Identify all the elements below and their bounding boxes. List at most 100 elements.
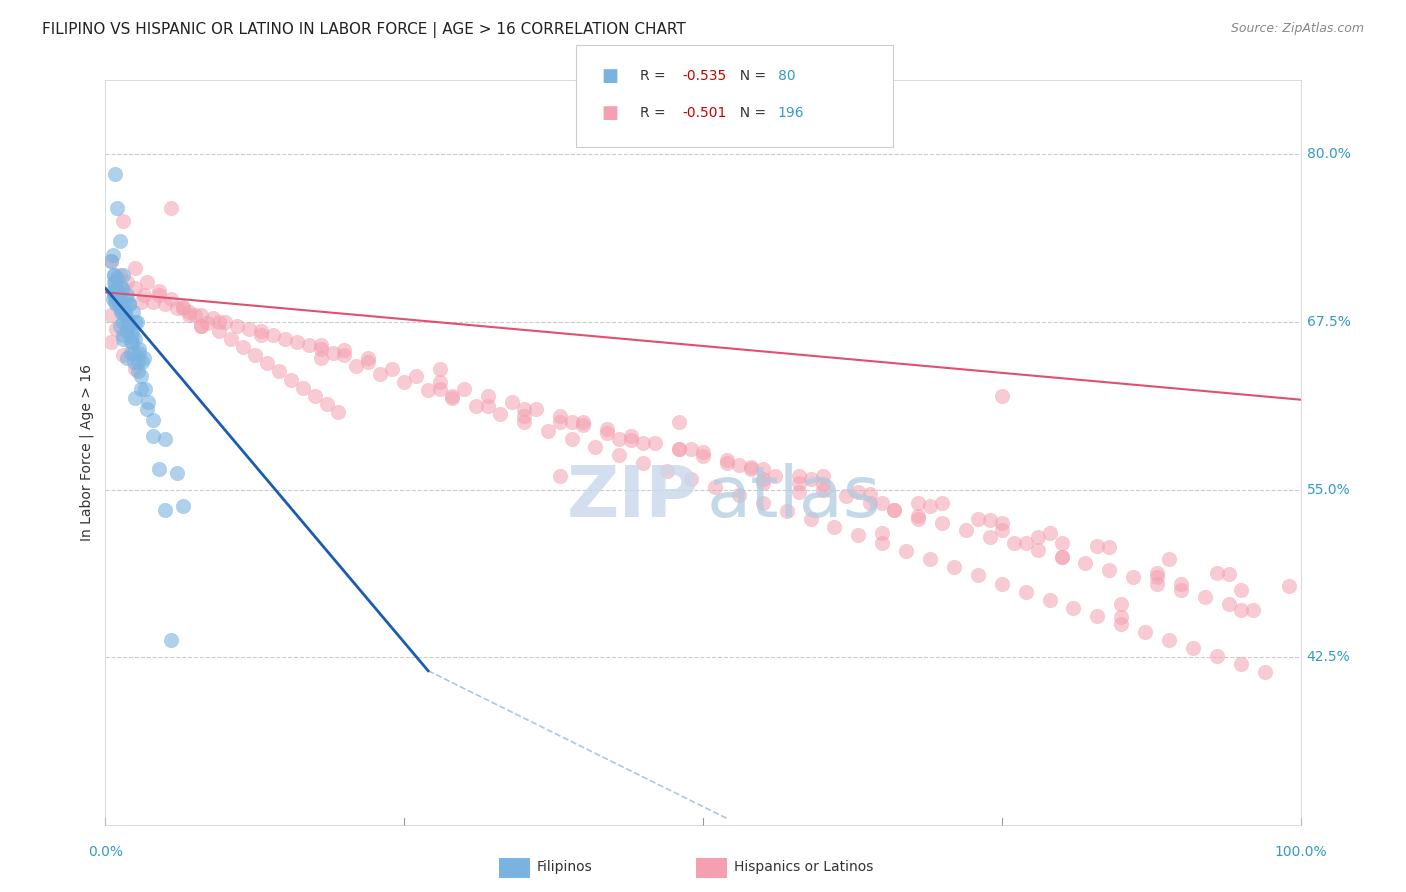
Point <box>104 281 127 295</box>
Point <box>112 315 135 329</box>
Point <box>896 544 918 558</box>
Point <box>990 516 1012 530</box>
Point <box>107 284 129 298</box>
Point <box>1277 579 1299 593</box>
Point <box>121 334 143 349</box>
Point <box>202 310 225 325</box>
Point <box>256 356 278 370</box>
Point <box>990 523 1012 537</box>
Point <box>1254 665 1277 679</box>
Point <box>835 489 858 503</box>
Point <box>477 400 499 414</box>
Point <box>1111 610 1133 624</box>
Point <box>1085 608 1108 623</box>
Point <box>243 348 266 362</box>
Point <box>250 328 273 343</box>
Point <box>103 268 125 282</box>
Point <box>1098 563 1121 577</box>
Point <box>704 480 727 494</box>
Point <box>979 513 1001 527</box>
Point <box>560 432 583 446</box>
Point <box>464 400 488 414</box>
Point <box>477 389 499 403</box>
Point <box>142 413 165 427</box>
Point <box>132 288 155 302</box>
Point <box>184 308 207 322</box>
Text: 196: 196 <box>778 106 804 120</box>
Point <box>177 305 201 319</box>
Point <box>160 292 183 306</box>
Point <box>214 315 236 329</box>
Point <box>115 351 138 365</box>
Point <box>1206 566 1229 580</box>
Point <box>100 254 122 268</box>
Point <box>787 469 810 483</box>
Point <box>1229 603 1251 617</box>
Point <box>107 270 129 285</box>
Point <box>1146 566 1168 580</box>
Point <box>132 351 155 365</box>
Point <box>872 525 894 540</box>
Point <box>357 355 380 369</box>
Text: atlas: atlas <box>707 463 882 532</box>
Point <box>716 453 738 467</box>
Point <box>692 445 714 459</box>
Text: 0.0%: 0.0% <box>89 846 122 859</box>
Point <box>872 536 894 550</box>
Text: ■: ■ <box>602 104 619 122</box>
Text: 42.5%: 42.5% <box>1306 650 1350 665</box>
Point <box>136 275 159 289</box>
Point <box>776 504 799 518</box>
Point <box>1218 597 1240 611</box>
Point <box>111 281 134 295</box>
Point <box>111 281 134 295</box>
Point <box>668 442 690 457</box>
Point <box>1170 576 1192 591</box>
Point <box>120 345 142 359</box>
Point <box>429 382 451 396</box>
Point <box>907 496 929 510</box>
Point <box>107 297 129 311</box>
Point <box>751 462 773 476</box>
Point <box>103 268 125 282</box>
Point <box>920 499 942 513</box>
Point <box>153 432 177 446</box>
Point <box>148 284 170 298</box>
Point <box>122 305 145 319</box>
Point <box>751 475 773 490</box>
Point <box>114 308 136 322</box>
Point <box>1146 576 1168 591</box>
Point <box>751 496 773 510</box>
Point <box>117 315 139 329</box>
Point <box>100 308 122 322</box>
Point <box>112 214 135 228</box>
Point <box>166 467 188 481</box>
Text: ZIP: ZIP <box>567 463 699 532</box>
Point <box>309 351 332 365</box>
Point <box>596 422 619 436</box>
Text: FILIPINO VS HISPANIC OR LATINO IN LABOR FORCE | AGE > 16 CORRELATION CHART: FILIPINO VS HISPANIC OR LATINO IN LABOR … <box>42 22 686 38</box>
Point <box>103 288 125 302</box>
Point <box>1159 552 1181 566</box>
Point <box>633 435 655 450</box>
Point <box>846 485 869 500</box>
Point <box>208 324 231 338</box>
Point <box>190 308 212 322</box>
Point <box>811 469 834 483</box>
Point <box>117 318 139 333</box>
Point <box>160 201 183 215</box>
Point <box>110 302 132 317</box>
Point <box>101 284 124 298</box>
Point <box>1111 616 1133 631</box>
Point <box>1229 657 1251 671</box>
Point <box>107 294 129 309</box>
Point <box>728 488 751 502</box>
Point <box>309 337 332 351</box>
Point <box>990 389 1012 403</box>
Point <box>115 288 138 302</box>
Point <box>112 348 135 362</box>
Point <box>280 373 302 387</box>
Point <box>134 382 156 396</box>
Point <box>907 512 929 526</box>
Point <box>440 389 463 403</box>
